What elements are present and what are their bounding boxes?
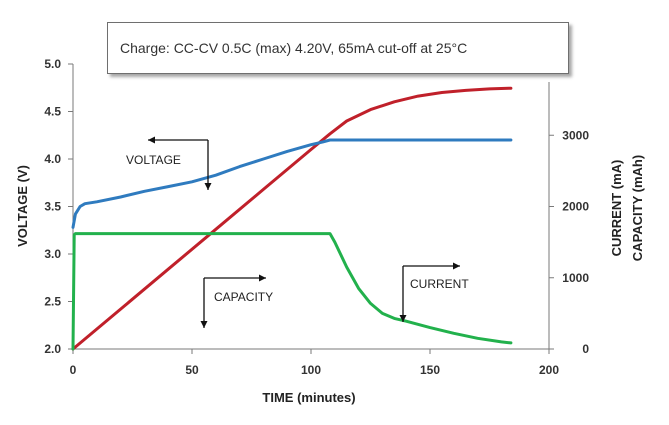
callout-arrow-head	[259, 274, 266, 282]
y-left-tick-label: 4.0	[44, 152, 61, 166]
y-left-tick-label: 5.0	[44, 57, 61, 71]
x-tick-label: 0	[70, 363, 77, 377]
tick-labels: 0 50 100 150 200 2.0 2.5 3.0 3.5 4.0 4.5 5.0 0 1000 20…	[44, 57, 589, 377]
callout-label-voltage: VOLTAGE	[126, 153, 181, 167]
callout-arrow-head	[453, 262, 460, 270]
callout-arrow-head	[200, 321, 208, 328]
y-right-tick-label: 3000	[562, 128, 589, 142]
y-right-tick-label: 1000	[562, 271, 589, 285]
callout-label-current: CURRENT	[410, 277, 469, 291]
y-axis-left-title: VOLTAGE (V)	[15, 165, 30, 247]
x-tick-label: 50	[185, 363, 199, 377]
callout-label-capacity: CAPACITY	[214, 290, 273, 304]
x-tick-label: 200	[539, 363, 559, 377]
y-left-tick-label: 2.5	[44, 295, 61, 309]
callout-arrow-head	[399, 315, 407, 322]
plot-frame	[72, 64, 550, 350]
x-tick-label: 100	[301, 363, 321, 377]
series-line-voltage	[71, 138, 513, 229]
x-axis-title: TIME (minutes)	[262, 390, 355, 405]
y-left-tick-label: 4.5	[44, 105, 61, 119]
series-layer	[71, 86, 513, 351]
callout-arrow-head	[204, 183, 212, 190]
y-right-tick-label: 2000	[562, 200, 589, 214]
y-right-tick-label: 0	[582, 342, 589, 356]
y-axis-right-title-current: CURRENT (mA)	[609, 160, 624, 257]
series-line-current	[71, 232, 513, 351]
callout-layer: VOLTAGE CAPACITY CURRENT	[126, 136, 469, 328]
callout-arrow-head	[148, 136, 155, 144]
y-left-tick-label: 2.0	[44, 342, 61, 356]
y-left-tick-label: 3.0	[44, 247, 61, 261]
series-line-capacity	[71, 86, 513, 351]
x-tick-label: 150	[420, 363, 440, 377]
y-left-tick-label: 3.5	[44, 200, 61, 214]
y-axis-right-title-capacity: CAPACITY (mAh)	[630, 155, 645, 261]
chart-title: Charge: CC-CV 0.5C (max) 4.20V, 65mA cut…	[107, 22, 569, 74]
